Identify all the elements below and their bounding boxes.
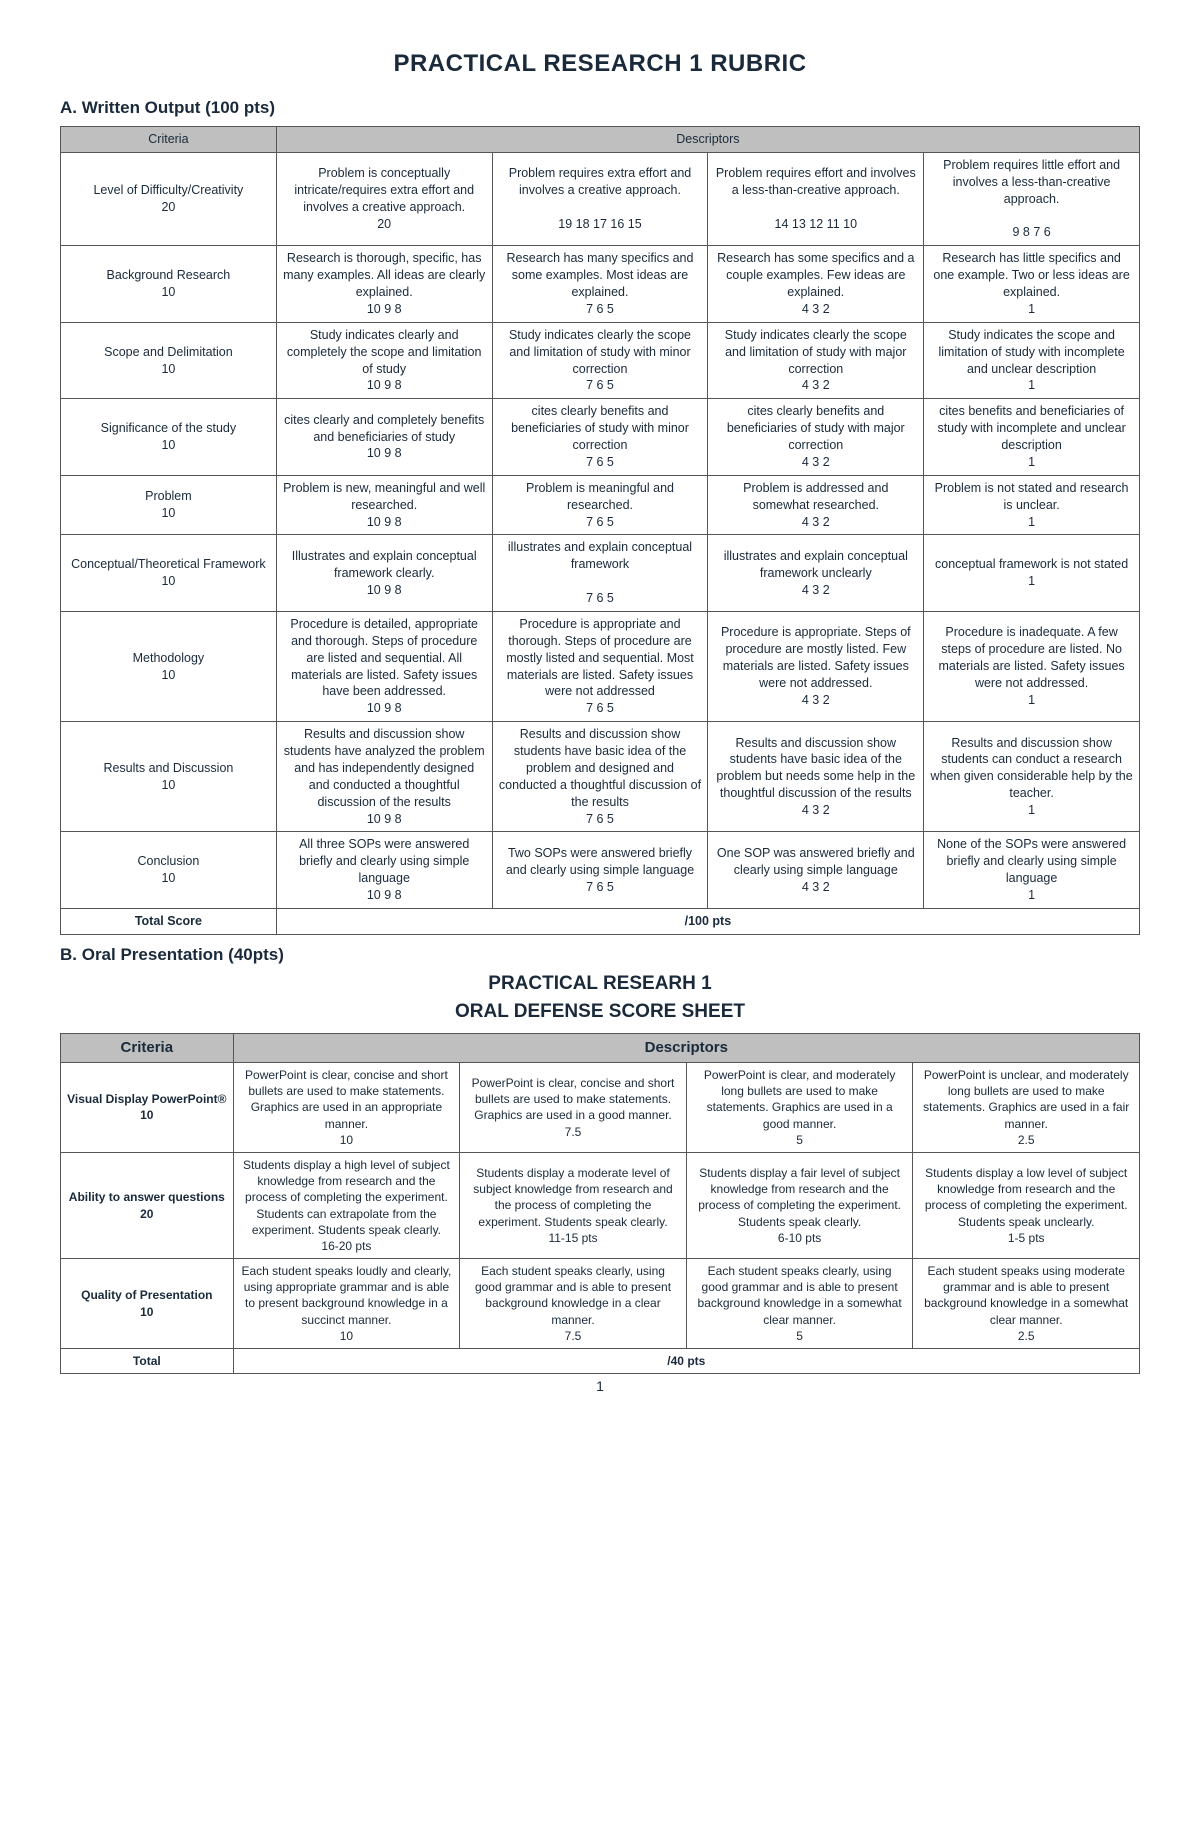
total-value: /100 pts	[276, 908, 1139, 934]
total-label: Total Score	[61, 908, 277, 934]
descriptor-cell: Research has little specifics and one ex…	[924, 246, 1140, 323]
table-row: Ability to answer questions 20Students d…	[61, 1152, 1140, 1258]
table-row: Quality of Presentation 10Each student s…	[61, 1259, 1140, 1349]
criteria-cell: Visual Display PowerPoint® 10	[61, 1063, 234, 1153]
descriptor-cell: Procedure is appropriate. Steps of proce…	[708, 611, 924, 721]
table-row: Level of Difficulty/Creativity 20Problem…	[61, 152, 1140, 245]
descriptor-cell: Results and discussion show students hav…	[492, 722, 708, 832]
descriptor-cell: PowerPoint is clear, and moderately long…	[686, 1063, 913, 1153]
descriptor-cell: Research has some specifics and a couple…	[708, 246, 924, 323]
descriptor-cell: Procedure is inadequate. A few steps of …	[924, 611, 1140, 721]
descriptor-cell: None of the SOPs were answered briefly a…	[924, 832, 1140, 909]
descriptor-cell: Procedure is detailed, appropriate and t…	[276, 611, 492, 721]
descriptor-cell: Procedure is appropriate and thorough. S…	[492, 611, 708, 721]
table-row: Significance of the study 10cites clearl…	[61, 399, 1140, 476]
descriptor-cell: Problem is not stated and research is un…	[924, 475, 1140, 535]
descriptor-cell: Research has many specifics and some exa…	[492, 246, 708, 323]
total2-value: /40 pts	[233, 1349, 1139, 1374]
descriptor-cell: Results and discussion show students hav…	[708, 722, 924, 832]
descriptor-cell: PowerPoint is unclear, and moderately lo…	[913, 1063, 1140, 1153]
descriptor-cell: Study indicates clearly the scope and li…	[708, 322, 924, 399]
descriptor-cell: One SOP was answered briefly and clearly…	[708, 832, 924, 909]
descriptor-cell: Study indicates the scope and limitation…	[924, 322, 1140, 399]
criteria-cell: Methodology 10	[61, 611, 277, 721]
table-row: Visual Display PowerPoint® 10PowerPoint …	[61, 1063, 1140, 1153]
descriptor-cell: conceptual framework is not stated 1	[924, 535, 1140, 612]
criteria-cell: Ability to answer questions 20	[61, 1152, 234, 1258]
descriptor-cell: cites clearly benefits and beneficiaries…	[492, 399, 708, 476]
descriptor-cell: Research is thorough, specific, has many…	[276, 246, 492, 323]
table-row: Methodology 10Procedure is detailed, app…	[61, 611, 1140, 721]
table-row: Problem 10Problem is new, meaningful and…	[61, 475, 1140, 535]
descriptor-cell: Students display a high level of subject…	[233, 1152, 460, 1258]
section-a-heading: A. Written Output (100 pts)	[60, 98, 1140, 118]
descriptor-cell: Illustrates and explain conceptual frame…	[276, 535, 492, 612]
criteria-cell: Scope and Delimitation 10	[61, 322, 277, 399]
criteria-cell: Significance of the study 10	[61, 399, 277, 476]
table-row: Background Research 10Research is thorou…	[61, 246, 1140, 323]
descriptor-cell: Each student speaks clearly, using good …	[686, 1259, 913, 1349]
criteria-cell: Quality of Presentation 10	[61, 1259, 234, 1349]
descriptor-cell: Study indicates clearly and completely t…	[276, 322, 492, 399]
oral-subtitle-2: ORAL DEFENSE SCORE SHEET	[60, 1001, 1140, 1023]
section-b-heading: B. Oral Presentation (40pts)	[60, 945, 1140, 965]
criteria-cell: Conclusion 10	[61, 832, 277, 909]
descriptor-cell: cites clearly benefits and beneficiaries…	[708, 399, 924, 476]
total2-label: Total	[61, 1349, 234, 1374]
col-criteria-2: Criteria	[61, 1033, 234, 1062]
descriptor-cell: illustrates and explain conceptual frame…	[708, 535, 924, 612]
rubric-oral-defense: Criteria Descriptors Visual Display Powe…	[60, 1033, 1140, 1374]
criteria-cell: Problem 10	[61, 475, 277, 535]
table-row: Conceptual/Theoretical Framework 10Illus…	[61, 535, 1140, 612]
descriptor-cell: PowerPoint is clear, concise and short b…	[460, 1063, 687, 1153]
descriptor-cell: Two SOPs were answered briefly and clear…	[492, 832, 708, 909]
descriptor-cell: PowerPoint is clear, concise and short b…	[233, 1063, 460, 1153]
criteria-cell: Conceptual/Theoretical Framework 10	[61, 535, 277, 612]
table-row: Conclusion 10All three SOPs were answere…	[61, 832, 1140, 909]
descriptor-cell: Problem is conceptually intricate/requir…	[276, 152, 492, 245]
descriptor-cell: Problem requires extra effort and involv…	[492, 152, 708, 245]
page-title: PRACTICAL RESEARCH 1 RUBRIC	[60, 50, 1140, 78]
criteria-cell: Level of Difficulty/Creativity 20	[61, 152, 277, 245]
rubric-written-output: Criteria Descriptors Level of Difficulty…	[60, 126, 1140, 935]
table-row: Scope and Delimitation 10Study indicates…	[61, 322, 1140, 399]
descriptor-cell: Results and discussion show students can…	[924, 722, 1140, 832]
descriptor-cell: Results and discussion show students hav…	[276, 722, 492, 832]
col-descriptors: Descriptors	[276, 127, 1139, 153]
col-criteria: Criteria	[61, 127, 277, 153]
descriptor-cell: Students display a low level of subject …	[913, 1152, 1140, 1258]
descriptor-cell: Students display a fair level of subject…	[686, 1152, 913, 1258]
descriptor-cell: cites clearly and completely benefits an…	[276, 399, 492, 476]
descriptor-cell: Each student speaks clearly, using good …	[460, 1259, 687, 1349]
descriptor-cell: illustrates and explain conceptual frame…	[492, 535, 708, 612]
descriptor-cell: Study indicates clearly the scope and li…	[492, 322, 708, 399]
descriptor-cell: cites benefits and beneficiaries of stud…	[924, 399, 1140, 476]
descriptor-cell: Problem requires effort and involves a l…	[708, 152, 924, 245]
descriptor-cell: All three SOPs were answered briefly and…	[276, 832, 492, 909]
criteria-cell: Background Research 10	[61, 246, 277, 323]
descriptor-cell: Each student speaks loudly and clearly, …	[233, 1259, 460, 1349]
criteria-cell: Results and Discussion 10	[61, 722, 277, 832]
descriptor-cell: Students display a moderate level of sub…	[460, 1152, 687, 1258]
descriptor-cell: Problem is new, meaningful and well rese…	[276, 475, 492, 535]
descriptor-cell: Problem is addressed and somewhat resear…	[708, 475, 924, 535]
table-row: Results and Discussion 10Results and dis…	[61, 722, 1140, 832]
descriptor-cell: Problem requires little effort and invol…	[924, 152, 1140, 245]
descriptor-cell: Problem is meaningful and researched. 7 …	[492, 475, 708, 535]
descriptor-cell: Each student speaks using moderate gramm…	[913, 1259, 1140, 1349]
page-number: 1	[60, 1378, 1140, 1394]
oral-subtitle-1: PRACTICAL RESEARH 1	[60, 973, 1140, 995]
col-descriptors-2: Descriptors	[233, 1033, 1139, 1062]
